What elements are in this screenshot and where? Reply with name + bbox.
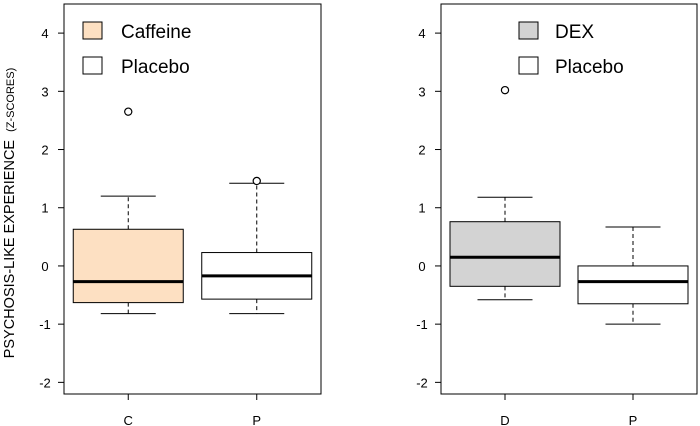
y-tick-label: 4 — [41, 26, 48, 41]
box-p — [201, 176, 313, 315]
y-tick-label: 1 — [418, 201, 425, 216]
outlier-point — [252, 176, 261, 186]
legend-swatch — [82, 56, 103, 75]
legend-swatch — [82, 21, 103, 40]
y-tick-label: 3 — [418, 84, 425, 99]
box-iqr — [577, 265, 689, 305]
panels: -2 -1 0 1 2 3 4 C P Caffeine Placebo -2 -1 0 1 2 3 4 D P DEX… — [39, 3, 698, 426]
x-tick-label: D — [500, 413, 509, 426]
y-tick-label: 1 — [41, 201, 48, 216]
y-tick-label: 2 — [41, 143, 48, 158]
legend-swatch — [518, 56, 539, 75]
x-tick-label: P — [252, 413, 261, 426]
y-tick-label: -2 — [39, 375, 51, 390]
y-tick-label: 4 — [418, 26, 425, 41]
y-axis-title-group: PSYCHOSIS-LIKE EXPERIENCE (Z-SCORES) — [2, 68, 18, 359]
y-axis-units: (Z-SCORES) — [5, 68, 17, 132]
box-p — [577, 226, 689, 325]
outlier-point — [500, 85, 510, 95]
y-tick-label: -1 — [416, 317, 428, 332]
legend-label: Placebo — [121, 57, 190, 78]
box-iqr — [449, 221, 561, 287]
y-axis-title: PSYCHOSIS-LIKE EXPERIENCE — [2, 140, 18, 359]
panel-2: -2 -1 0 1 2 3 4 D P DEX Placebo — [416, 3, 698, 426]
y-tick-label: 2 — [418, 143, 425, 158]
plot-frame — [63, 3, 322, 395]
box-c — [72, 107, 184, 315]
panel-1: -2 -1 0 1 2 3 4 C P Caffeine Placebo — [39, 3, 322, 426]
legend-label: Caffeine — [121, 22, 191, 43]
y-tick-label: 0 — [418, 259, 425, 274]
y-tick-label: -1 — [39, 317, 51, 332]
y-tick-label: 0 — [41, 259, 48, 274]
legend-label: Placebo — [555, 57, 624, 78]
x-tick-label: P — [629, 413, 638, 426]
legend: Caffeine Placebo — [82, 21, 191, 78]
legend-label: DEX — [555, 22, 594, 43]
legend-swatch — [518, 21, 539, 40]
x-tick-label: C — [124, 413, 133, 426]
box-d — [449, 85, 561, 301]
box-iqr — [72, 228, 184, 304]
plot-frame — [440, 3, 698, 395]
legend: DEX Placebo — [518, 21, 624, 78]
y-tick-label: 3 — [41, 84, 48, 99]
outlier-point — [124, 107, 133, 116]
svg-text:PSYCHOSIS-LIKE EXPERIENCE: PSYCHOSIS-LIKE EXPERIENCE (Z-SCORES) — [2, 68, 18, 359]
y-tick-label: -2 — [416, 375, 428, 390]
